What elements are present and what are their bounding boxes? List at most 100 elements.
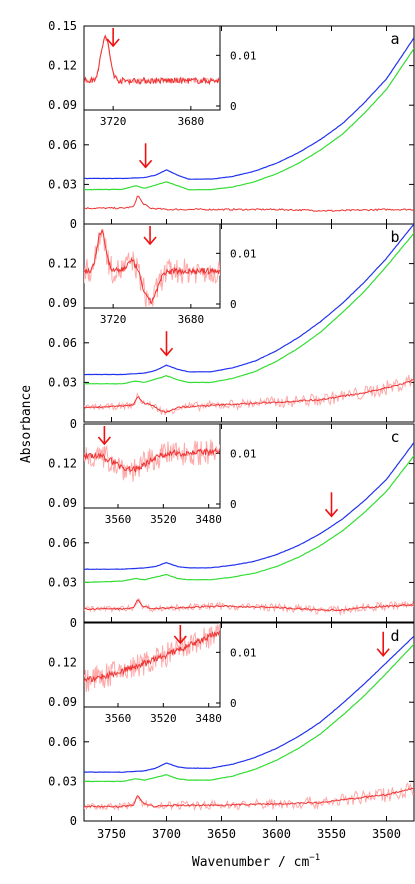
x-tick-label: 3650: [207, 827, 236, 841]
x-axis-label-superscript: −1: [309, 853, 320, 863]
panel-b-arrow-head: [159, 347, 174, 357]
panel-b-series: [84, 224, 414, 416]
inset-curves: [84, 34, 220, 86]
y-tick-label: 0.06: [48, 735, 77, 749]
y-tick-label: 0.12: [48, 59, 77, 73]
inset-arrow-head: [143, 236, 157, 246]
inset-y-tick-label: 0.01: [230, 447, 257, 460]
inset-y-tick-label: 0.01: [230, 49, 257, 62]
series-line-blue: [84, 224, 414, 376]
series-line-diff: [84, 787, 414, 808]
inset-arrow-head: [106, 38, 120, 48]
y-tick-label: 0: [70, 616, 77, 630]
x-tick-label: 3550: [317, 827, 346, 841]
inset-spectrum: [84, 447, 220, 473]
series-line-green: [84, 455, 414, 584]
x-tick-label: 3600: [262, 827, 291, 841]
inset-noise-band: [84, 439, 220, 482]
series-line-blue: [84, 37, 414, 180]
panel-c: 0.03 0.06 0.09 0.12 0 c 3560 3520 3480 0 0.01: [48, 417, 415, 623]
x-axis-title: Wavenumber / cm−1: [192, 853, 320, 870]
inset-x-tick-label: 3520: [150, 513, 177, 526]
series-line-diff: [84, 599, 414, 612]
inset-frame: [83, 423, 221, 509]
inset-curves: [84, 228, 220, 308]
inset-x-tick-label: 3480: [195, 513, 222, 526]
inset-arrow: [173, 625, 187, 645]
y-tick-label: 0.09: [48, 98, 77, 112]
inset-arrow: [143, 226, 157, 246]
series-line-blue: [84, 635, 414, 773]
panel-d-inset: 3560 3520 3480 0 0.01: [83, 622, 257, 725]
y-tick-label: 0.03: [48, 774, 77, 788]
y-tick-label: 0.03: [48, 177, 77, 191]
panel-label: a: [390, 30, 399, 48]
inset-noise-band: [84, 623, 220, 692]
panel-d-series: [84, 635, 414, 812]
y-tick-label: 0.09: [48, 695, 77, 709]
series-noise-band: [84, 597, 414, 617]
y-tick-label: 0: [70, 814, 77, 828]
inset-x-tick-label: 3680: [178, 313, 205, 326]
inset-curves: [84, 439, 220, 482]
y-tick-label: 0.06: [48, 336, 77, 350]
y-tick-label: 0.09: [48, 296, 77, 310]
series-line-diff: [84, 379, 414, 413]
y-axis-title: Absorbance: [19, 385, 34, 463]
panel-a-series: [84, 37, 414, 212]
inset-x-tick-label: 3520: [150, 712, 177, 725]
panel-label: b: [390, 228, 399, 246]
inset-y-tick-label: 0: [230, 100, 237, 113]
y-axis-label: Absorbance: [19, 385, 34, 463]
inset-curves: [84, 623, 220, 692]
series-line-green: [84, 48, 414, 191]
inset-x-tick-label: 3720: [100, 313, 127, 326]
series-line-diff: [84, 195, 414, 212]
panel-b: 0.03 0.06 0.09 0.12 0 b 3720 3680 0 0.01: [48, 217, 415, 423]
panel-b-frame: [83, 223, 415, 423]
series-line-blue: [84, 442, 414, 571]
series-noise-band: [84, 782, 414, 812]
panel-c-arrow-head: [324, 508, 339, 518]
inset-y-tick-label: 0.01: [230, 247, 257, 260]
inset-x-tick-label: 3560: [105, 513, 132, 526]
inset-x-tick-label: 3720: [100, 115, 127, 128]
panel-d-arrow: [376, 631, 390, 657]
inset-x-tick-label: 3560: [105, 712, 132, 725]
x-axis-label-text: Wavenumber / cm: [192, 855, 310, 870]
inset-y-tick-label: 0: [230, 298, 237, 311]
panel-a: 0.03 0.06 0.09 0.12 0.15 a 3720 3680 0 0.01: [48, 19, 415, 225]
panel-d: 0 0.03 0.06 0.09 0.12 0 3750 3700 3650 3600 3550 35…: [48, 616, 415, 841]
inset-spectrum: [84, 630, 220, 683]
x-tick-label: 3750: [97, 827, 126, 841]
panel-d-frame: [83, 622, 415, 822]
panel-d-arrow-head: [376, 648, 390, 657]
y-tick-label: 0.12: [48, 257, 77, 271]
inset-y-tick-label: 0: [230, 498, 237, 511]
panel-label: d: [390, 627, 399, 645]
series-line-green: [84, 232, 414, 385]
y-tick-label: 0.03: [48, 375, 77, 389]
y-tick-label: 0.06: [48, 536, 77, 550]
panel-c-series: [84, 442, 414, 617]
inset-y-tick-label: 0: [230, 697, 237, 710]
panel-a-arrow-head: [138, 159, 153, 169]
panel-c-frame: [83, 423, 415, 623]
inset-arrow-head: [97, 436, 112, 446]
y-tick-label: 0: [70, 217, 77, 231]
inset-frame: [83, 223, 221, 309]
panel-c-inset: 3560 3520 3480 0 0.01: [83, 423, 257, 526]
inset-arrow: [97, 426, 112, 446]
inset-spectrum: [84, 34, 220, 86]
inset-arrow-head: [173, 635, 187, 645]
panel-c-arrow: [324, 492, 339, 518]
x-tick-label: 3500: [372, 827, 401, 841]
panel-a-arrow: [138, 143, 153, 169]
x-tick-label: 3700: [152, 827, 181, 841]
panel-a-inset: 3720 3680 0 0.01: [83, 25, 257, 128]
y-tick-label: 0.06: [48, 138, 77, 152]
panel-b-inset: 3720 3680 0 0.01: [83, 223, 257, 326]
y-tick-label: 0.12: [48, 656, 77, 670]
x-axis-label: Wavenumber / cm−1: [192, 853, 320, 870]
